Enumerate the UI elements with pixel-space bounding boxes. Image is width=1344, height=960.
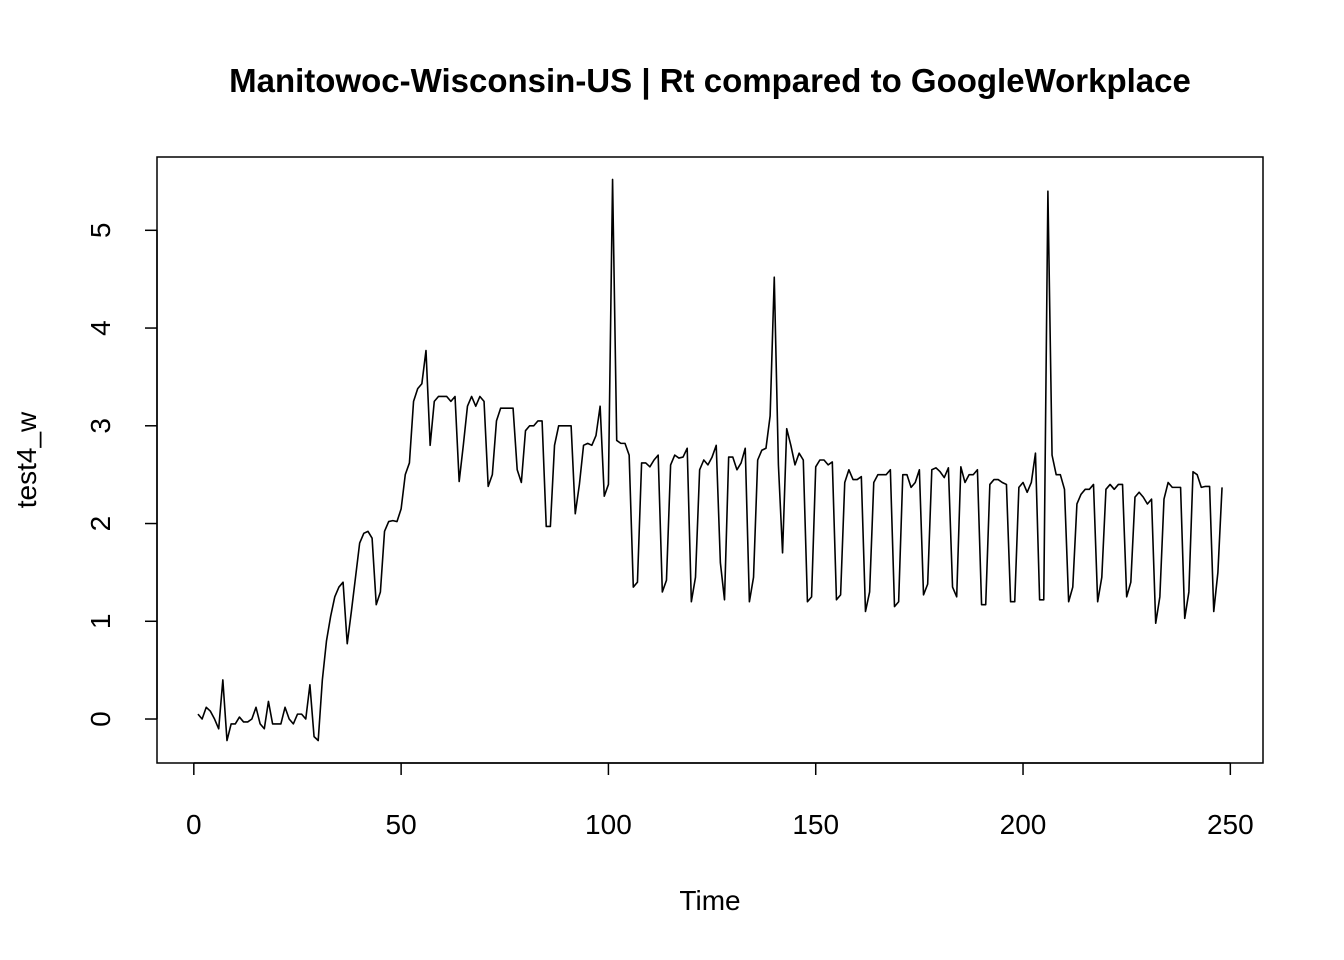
data-line	[197, 178, 1223, 742]
y-tick-label: 3	[85, 418, 116, 434]
x-tick-label: 100	[585, 809, 632, 840]
y-tick-label: 5	[85, 223, 116, 239]
y-tick-label: 2	[85, 516, 116, 532]
x-tick-label: 150	[792, 809, 839, 840]
x-tick-label: 50	[386, 809, 417, 840]
x-tick-label: 0	[186, 809, 202, 840]
x-tick-label: 200	[1000, 809, 1047, 840]
y-axis-label: test4_w	[11, 411, 42, 508]
y-tick-label: 1	[85, 613, 116, 629]
y-tick-label: 4	[85, 320, 116, 336]
x-tick-label: 250	[1207, 809, 1254, 840]
y-tick-label: 0	[85, 711, 116, 727]
chart-title: Manitowoc-Wisconsin-US | Rt compared to …	[229, 62, 1191, 99]
x-axis-label: Time	[679, 885, 740, 916]
